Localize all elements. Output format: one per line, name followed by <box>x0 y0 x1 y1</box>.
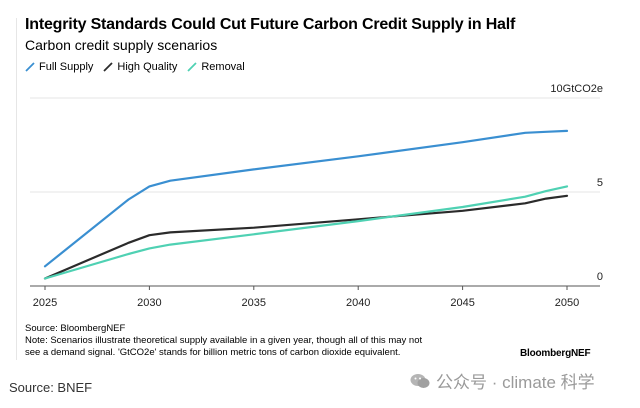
legend-swatch-icon <box>103 62 114 72</box>
legend-item-full-supply: Full Supply <box>25 61 93 73</box>
series-line-high-quality <box>43 194 569 280</box>
legend-swatch-line <box>25 62 35 72</box>
legend-swatch-line <box>187 62 197 72</box>
x-tick-label: 2045 <box>450 297 474 309</box>
gridlines <box>30 97 600 193</box>
x-tick-label: 2025 <box>33 297 57 309</box>
y-tick-label: 5 <box>597 177 603 189</box>
legend-item-removal: Removal <box>187 61 245 73</box>
x-tick-label: 2050 <box>555 297 579 309</box>
y-axis-labels: 0 5 10GtCO2e <box>550 83 603 283</box>
legend-label: Removal <box>201 61 245 73</box>
legend-swatch-line <box>103 62 114 72</box>
frame-divider <box>16 18 17 360</box>
legend-swatch-icon <box>187 62 197 72</box>
y-tick-label: 10GtCO2e <box>550 83 603 95</box>
x-axis: 2025 2030 2035 2040 2045 2050 <box>30 285 600 309</box>
legend-swatch-icon <box>25 62 35 72</box>
outer-source: Source: BNEF <box>9 380 93 395</box>
brand-logo: BloombergNEF <box>520 348 591 359</box>
legend-label: High Quality <box>117 61 178 73</box>
legend-label: Full Supply <box>39 61 94 73</box>
chart-subtitle: Carbon credit supply scenarios <box>25 37 218 53</box>
legend: Full Supply High Quality Removal <box>25 61 245 73</box>
chart-title: Integrity Standards Could Cut Future Car… <box>25 16 516 33</box>
series-lines <box>43 129 569 280</box>
series-line-removal <box>43 185 569 280</box>
x-tick-label: 2040 <box>346 297 370 309</box>
x-tick-label: 2030 <box>137 297 161 309</box>
legend-item-high-quality: High Quality <box>103 61 177 73</box>
watermark-text: 公众号 · climate 科学 <box>436 373 595 392</box>
wechat-icon <box>410 373 430 388</box>
source-note: Source: BloombergNEF <box>25 323 126 334</box>
series-line-full-supply <box>43 129 569 268</box>
line-chart: 0 5 10GtCO2e 2025 2030 2035 2040 2045 2050 <box>30 83 603 309</box>
x-tick-label: 2035 <box>242 297 266 309</box>
y-tick-label: 0 <box>597 271 603 283</box>
footnote: Note: Scenarios illustrate theoretical s… <box>25 335 423 358</box>
watermark: 公众号 · climate 科学 <box>410 368 595 393</box>
